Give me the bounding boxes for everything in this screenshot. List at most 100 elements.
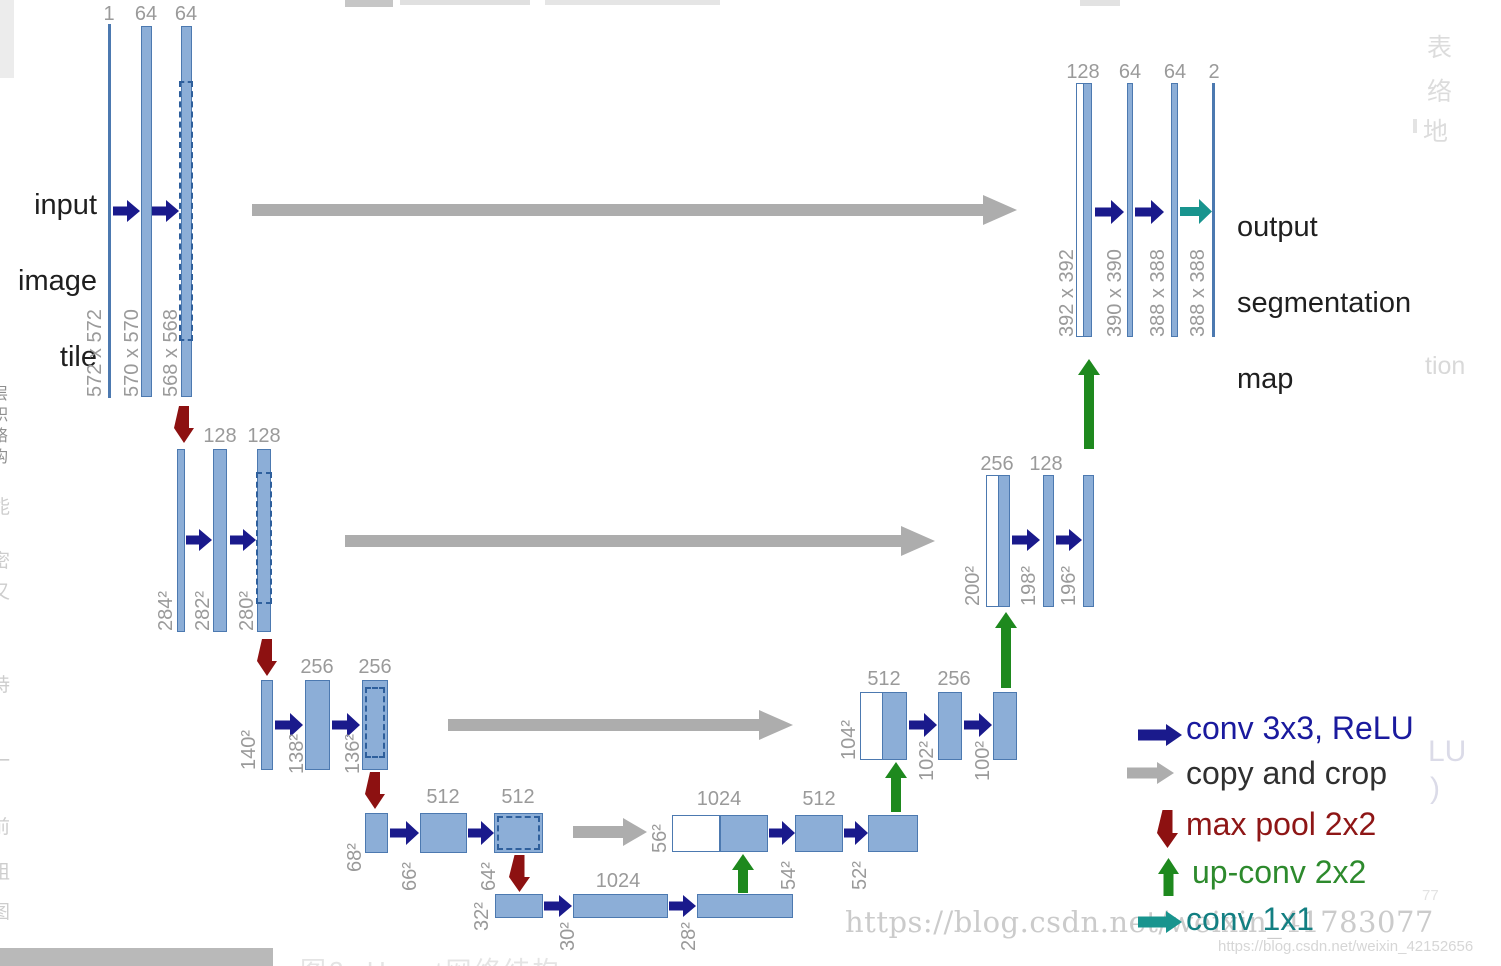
size-label: 568 x 568: [160, 309, 182, 397]
channel-label: 128: [1066, 61, 1100, 83]
maxpool-arrow: [365, 772, 385, 809]
copy-crop-arrow: [448, 710, 793, 740]
input-label-line: image: [18, 265, 97, 297]
channel-label: 64: [1118, 61, 1142, 83]
feature-map-bar: [495, 894, 543, 918]
left-edge-glyph: 积: [0, 407, 9, 424]
conv-arrow: [964, 713, 992, 737]
feature-map-bar: [261, 680, 273, 770]
size-label: 54²: [778, 861, 800, 890]
figure-caption: 图2: U-net网络结构: [300, 951, 562, 966]
channel-label: 64: [1163, 61, 1187, 83]
maxpool-arrow: [509, 855, 530, 892]
size-label: 388 x 388: [1187, 249, 1209, 337]
input-label-line: input: [34, 189, 97, 221]
legend-conv3x3-label: conv 3x3, ReLU: [1186, 710, 1414, 746]
input-label-line: tile: [59, 341, 97, 373]
size-label: 572 x 572: [84, 309, 106, 397]
conv-arrow: [544, 895, 572, 917]
channel-label: 1024: [696, 788, 742, 810]
feature-map-bar: [720, 815, 768, 852]
size-label: 196²: [1058, 565, 1080, 606]
right-edge-char: 络: [1427, 78, 1453, 106]
legend-maxpool-arrow-icon: [1157, 810, 1178, 848]
left-edge-glyph: 能: [0, 497, 11, 518]
channel-label: 512: [867, 668, 901, 690]
feature-map-bar: [1171, 83, 1178, 337]
channel-label: 64: [174, 3, 198, 25]
left-edge-glyph: 构: [0, 449, 9, 466]
legend-conv1x1-arrow-icon: [1138, 911, 1182, 933]
left-edge-glyph: 一: [0, 751, 11, 772]
size-label: 140²: [238, 729, 260, 770]
legend-copy-crop-label: copy and crop: [1186, 755, 1388, 791]
crop-region-box: [365, 687, 385, 758]
right-edge-text-lu: LU: [1428, 735, 1467, 768]
size-label: 284²: [155, 590, 177, 631]
legend-upconv-arrow-icon: [1158, 858, 1179, 896]
feature-map-bar: [213, 449, 227, 632]
channel-label: 256: [937, 668, 971, 690]
copy-crop-arrow: [345, 526, 935, 556]
conv-arrow: [186, 529, 212, 551]
size-label: 100²: [972, 740, 994, 781]
legend-conv1x1-label: conv 1x1: [1186, 901, 1315, 937]
maxpool-arrow: [174, 406, 194, 443]
size-label: 388 x 388: [1147, 249, 1169, 337]
output-label: output segmentation map: [1237, 170, 1411, 398]
top-edge-artifact: [345, 0, 393, 7]
channel-label: 128: [1029, 453, 1063, 475]
size-label: 136²: [342, 733, 364, 774]
feature-map-bar: [1212, 83, 1215, 337]
conv-arrow: [113, 200, 140, 222]
size-label: 390 x 390: [1104, 249, 1126, 337]
conv-arrow: [1095, 200, 1124, 224]
crop-region-box: [179, 81, 193, 341]
right-edge-char: 表: [1427, 34, 1453, 62]
size-label: 102²: [916, 740, 938, 781]
size-label: 280²: [236, 590, 258, 631]
channel-label: 256: [980, 453, 1014, 475]
crop-region-box: [256, 472, 272, 604]
top-edge-artifact: [545, 0, 720, 5]
size-label: 28²: [678, 922, 700, 951]
legend-conv-arrow-icon: [1138, 724, 1182, 746]
channel-label: 128: [203, 425, 237, 447]
feature-map-bar: [868, 815, 918, 852]
conv-arrow: [1056, 529, 1082, 551]
channel-label: 2: [1208, 61, 1220, 83]
left-edge-glyph: 又: [0, 582, 11, 603]
right-edge-text-tion: tion: [1425, 352, 1466, 380]
crop-region-box: [497, 816, 540, 850]
feature-map-bar-copied: [672, 815, 720, 852]
size-label: 68²: [344, 843, 366, 872]
size-label: 138²: [286, 733, 308, 774]
conv-arrow: [468, 821, 494, 845]
feature-map-bar: [177, 449, 185, 632]
feature-map-bar: [141, 26, 152, 397]
channel-label: 128: [247, 425, 281, 447]
upconv-arrow: [1078, 359, 1100, 449]
feature-map-bar: [998, 475, 1010, 607]
upconv-arrow: [885, 762, 907, 812]
conv-arrow: [844, 821, 868, 845]
size-label: 200²: [962, 565, 984, 606]
left-edge-glyph: 前: [0, 817, 11, 838]
feature-map-bar: [1083, 83, 1092, 337]
size-label: 392 x 392: [1056, 249, 1078, 337]
size-label: 66²: [399, 862, 421, 891]
feature-map-bar: [1043, 475, 1054, 607]
upconv-arrow: [995, 612, 1017, 688]
right-edge-text-77: 77: [1422, 887, 1439, 904]
channel-label: 256: [300, 656, 334, 678]
left-edge-glyph: 密: [0, 551, 11, 572]
conv-arrow: [1012, 529, 1040, 551]
feature-map-bar: [1083, 475, 1094, 607]
channel-label: 1: [103, 3, 115, 25]
size-label: 570 x 570: [121, 309, 143, 397]
output-label-line: map: [1237, 363, 1294, 395]
conv-arrow: [1135, 200, 1164, 224]
feature-map-bar: [573, 894, 668, 918]
channel-label: 512: [426, 786, 460, 808]
left-edge-glyph: 图: [0, 902, 11, 923]
